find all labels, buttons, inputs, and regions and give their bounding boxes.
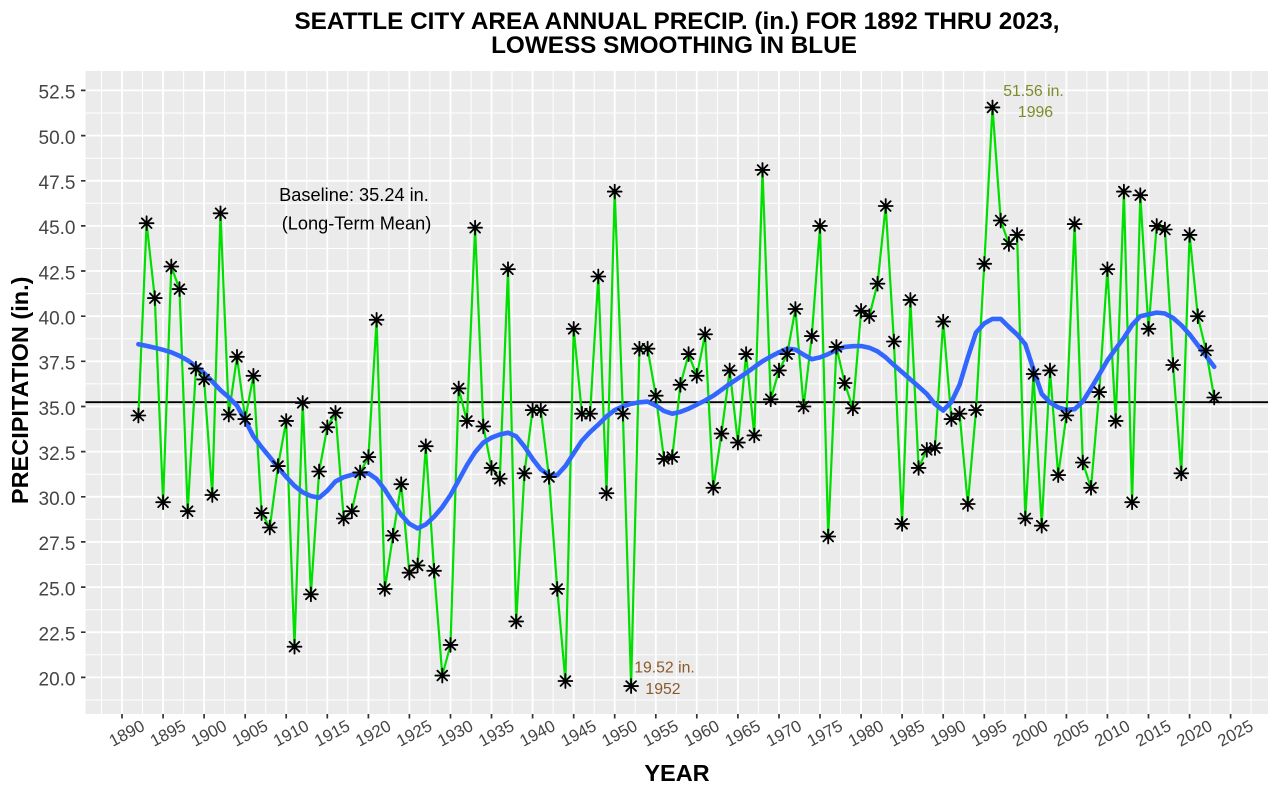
svg-text:YEAR: YEAR — [644, 760, 709, 786]
svg-text:42.5: 42.5 — [39, 263, 76, 284]
svg-text:47.5: 47.5 — [39, 173, 76, 194]
svg-text:37.5: 37.5 — [39, 354, 76, 375]
svg-text:51.56 in.: 51.56 in. — [1003, 83, 1064, 100]
svg-text:Baseline: 35.24 in.: Baseline: 35.24 in. — [279, 185, 429, 205]
svg-text:30.0: 30.0 — [39, 489, 76, 510]
svg-text:SEATTLE CITY AREA ANNUAL PRECI: SEATTLE CITY AREA ANNUAL PRECIP. (in.) F… — [294, 8, 1059, 35]
svg-text:20.0: 20.0 — [39, 670, 76, 691]
svg-text:1996: 1996 — [1018, 104, 1053, 121]
svg-text:25.0: 25.0 — [39, 579, 76, 600]
svg-text:22.5: 22.5 — [39, 625, 76, 646]
svg-text:PRECIPITATION (in.): PRECIPITATION (in.) — [7, 277, 33, 505]
svg-text:1952: 1952 — [645, 681, 680, 698]
svg-text:35.0: 35.0 — [39, 399, 76, 420]
svg-text:40.0: 40.0 — [39, 309, 76, 330]
svg-text:45.0: 45.0 — [39, 218, 76, 239]
svg-text:LOWESS SMOOTHING IN BLUE: LOWESS SMOOTHING IN BLUE — [491, 32, 857, 59]
svg-text:32.5: 32.5 — [39, 444, 76, 465]
svg-text:50.0: 50.0 — [39, 128, 76, 149]
svg-text:19.52 in.: 19.52 in. — [634, 659, 695, 676]
svg-text:27.5: 27.5 — [39, 534, 76, 555]
svg-text:52.5: 52.5 — [39, 83, 76, 104]
svg-text:(Long-Term Mean): (Long-Term Mean) — [282, 214, 432, 234]
